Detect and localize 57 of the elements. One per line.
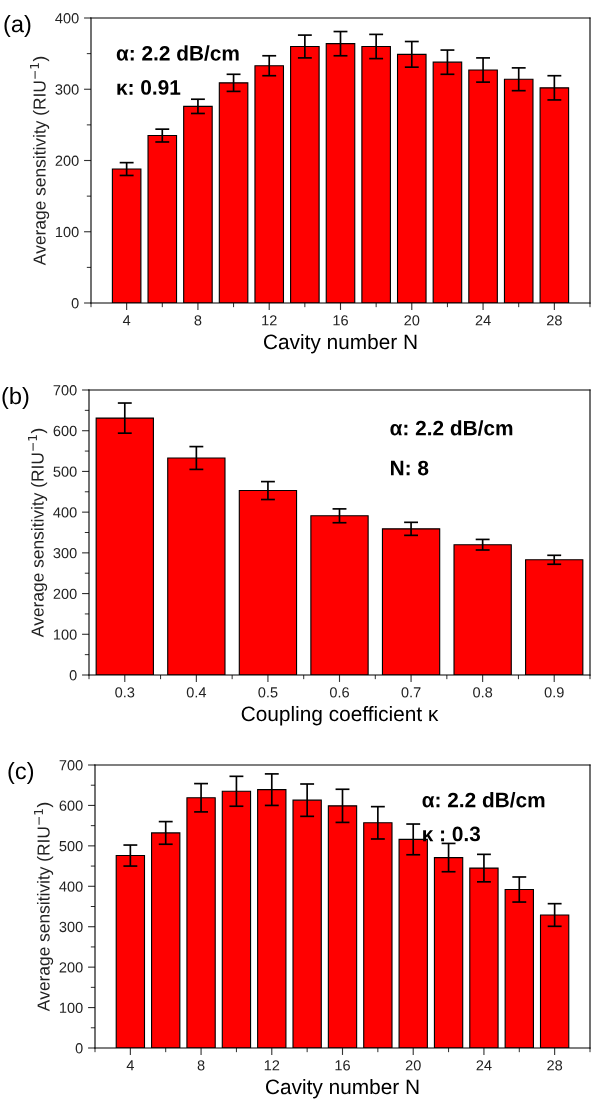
y-tick-label: 500 xyxy=(59,840,83,852)
x-tick-label: 0.9 xyxy=(544,687,564,698)
x-axis-title: Coupling coefficient κ xyxy=(241,705,439,726)
x-tick-label: 12 xyxy=(264,1060,280,1071)
x-tick-label: 0.5 xyxy=(258,687,278,698)
x-tick-label: 20 xyxy=(404,315,420,326)
annotation: κ : 0.3 xyxy=(423,826,481,842)
chart-title: (c) xyxy=(8,761,34,784)
y-tick-label: 200 xyxy=(55,155,79,166)
y-axis-title: Average sensitivity (RIU$^{−1}$) xyxy=(30,56,50,266)
y-tick-label: 400 xyxy=(53,507,77,518)
y-tick-label: 0 xyxy=(69,670,77,681)
annotation: N: 8 xyxy=(390,460,429,476)
x-tick-label: 28 xyxy=(547,1060,563,1071)
y-tick-label: 300 xyxy=(53,547,77,559)
x-tick-label: 0.6 xyxy=(329,687,349,698)
y-tick-label: 300 xyxy=(59,921,83,933)
y-axis-title: Average sensitivity (RIU$^{−1}$) xyxy=(28,428,48,638)
x-axis-title: Cavity number N xyxy=(263,333,417,354)
chart-title: (b) xyxy=(2,386,29,409)
x-tick-label: 16 xyxy=(335,1060,350,1071)
x-tick-label: 24 xyxy=(475,315,491,326)
y-tick-label: 500 xyxy=(53,466,77,477)
y-tick-label: 300 xyxy=(55,84,79,95)
x-tick-label: 8 xyxy=(197,1060,205,1071)
annotation: α: 2.2 dB/cm xyxy=(116,45,239,61)
annotation: κ: 0.91 xyxy=(117,80,181,95)
annotation: α: 2.2 dB/cm xyxy=(422,792,545,808)
y-tick-label: 400 xyxy=(59,881,83,892)
y-tick-label: 100 xyxy=(55,226,79,238)
y-tick-label: 600 xyxy=(59,800,83,811)
y-tick-label: 100 xyxy=(59,1002,83,1013)
y-tick-label: 100 xyxy=(53,629,77,640)
x-axis-title: Cavity number N xyxy=(265,1078,419,1099)
x-tick-label: 12 xyxy=(262,315,277,326)
x-tick-label: 0.3 xyxy=(115,687,135,698)
x-tick-label: 24 xyxy=(476,1060,492,1071)
y-tick-label: 700 xyxy=(59,760,83,771)
x-tick-label: 4 xyxy=(122,315,131,326)
y-tick-label: 400 xyxy=(55,13,79,24)
x-tick-label: 0.7 xyxy=(401,687,421,698)
y-axis-title: Average sensitivity (RIU$^{−1}$) xyxy=(34,802,54,1012)
y-tick-label: 0 xyxy=(71,298,79,309)
y-tick-label: 700 xyxy=(53,385,77,396)
chart-title: (a) xyxy=(4,15,31,37)
y-tick-label: 600 xyxy=(53,425,77,437)
x-tick-label: 0.8 xyxy=(473,687,493,698)
x-tick-label: 28 xyxy=(546,315,562,326)
x-tick-label: 4 xyxy=(126,1060,134,1071)
x-tick-label: 16 xyxy=(333,315,348,326)
y-tick-label: 200 xyxy=(59,962,83,973)
x-tick-label: 0.4 xyxy=(186,687,207,698)
y-tick-label: 0 xyxy=(75,1043,83,1054)
x-tick-label: 20 xyxy=(405,1060,421,1071)
annotation: α: 2.2 dB/cm xyxy=(390,420,513,436)
y-tick-label: 200 xyxy=(53,588,77,599)
x-tick-label: 8 xyxy=(194,315,202,326)
